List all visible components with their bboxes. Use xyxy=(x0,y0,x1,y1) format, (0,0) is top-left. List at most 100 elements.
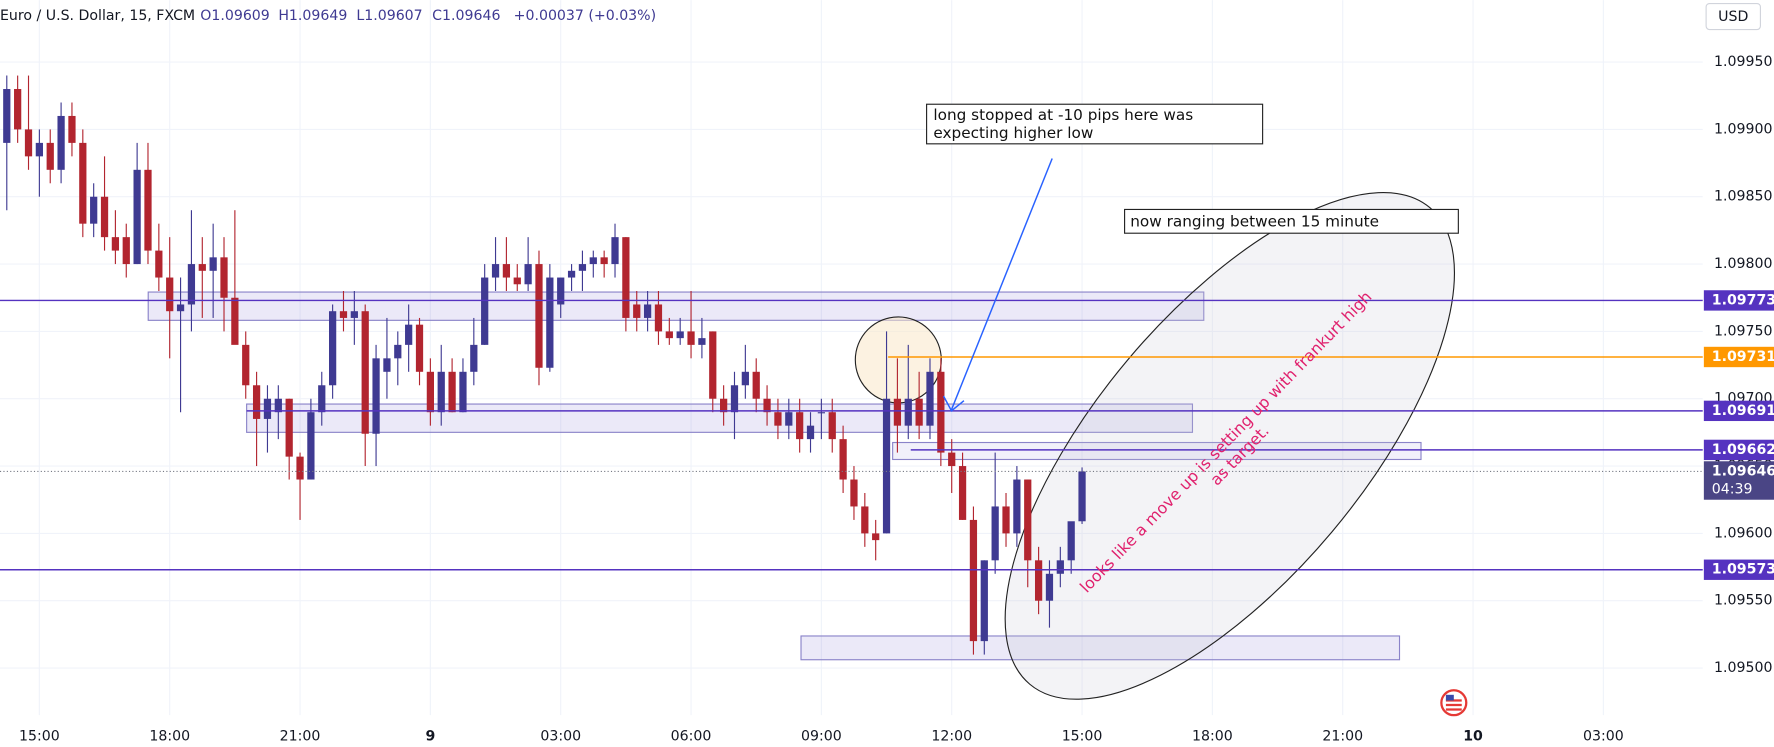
zone xyxy=(246,403,1194,433)
level-label: 1.09573 xyxy=(1712,562,1774,578)
candle-body xyxy=(709,331,717,399)
candle-body xyxy=(741,371,749,386)
candle-body xyxy=(231,297,239,345)
candle-body xyxy=(481,277,489,345)
candle-body xyxy=(600,257,608,265)
candle-body xyxy=(318,385,326,413)
note-text: now ranging between 15 minute xyxy=(1130,212,1379,230)
symbol: Euro / U.S. Dollar, 15, FXCM xyxy=(0,8,195,24)
level-label: 1.09691 xyxy=(1712,403,1774,419)
candle-body xyxy=(828,412,836,440)
candle-body xyxy=(220,257,228,298)
candle-body xyxy=(1013,479,1021,534)
level-badge xyxy=(1703,290,1774,311)
candle-body xyxy=(535,264,543,368)
candle-body xyxy=(567,270,576,278)
candle-body xyxy=(296,456,304,480)
x-tick-label: 10 xyxy=(1463,729,1483,745)
header: Euro / U.S. Dollar, 15, FXCM O1.09609 H1… xyxy=(0,8,656,24)
y-tick-label: 1.09600 xyxy=(1714,525,1772,541)
x-tick-label: 12:00 xyxy=(931,729,972,745)
y-tick-label: 1.09850 xyxy=(1714,189,1772,205)
icon-ring xyxy=(1440,689,1468,717)
candle-body xyxy=(285,398,293,457)
x-tick-label: 03:00 xyxy=(1583,729,1624,745)
candle-body xyxy=(383,358,391,372)
candle-body xyxy=(785,412,793,426)
candle-body xyxy=(46,142,54,170)
candle-body xyxy=(491,264,500,278)
candle-body xyxy=(730,385,739,413)
candle-body xyxy=(958,466,967,520)
candle-body xyxy=(24,129,33,157)
candle-body xyxy=(187,264,196,305)
ohlc-open: O1.09609 xyxy=(200,8,270,24)
y-tick-label: 1.09950 xyxy=(1714,54,1772,70)
candles xyxy=(3,75,1086,655)
currency-box xyxy=(1705,2,1761,31)
range-ellipse xyxy=(1004,192,1455,700)
x-tick-label: 9 xyxy=(425,729,435,745)
icon-stripe xyxy=(1445,703,1462,707)
candle-body xyxy=(3,89,11,143)
candle-body xyxy=(872,533,880,541)
candle-body xyxy=(372,358,380,434)
y-tick-label: 1.09500 xyxy=(1714,660,1772,676)
ohlc-high: H1.09649 xyxy=(278,8,347,24)
ohlc-close: C1.09646 xyxy=(432,8,500,24)
level-badge xyxy=(1703,346,1774,368)
candle-body xyxy=(839,439,847,480)
candle-body xyxy=(774,412,782,426)
candle-body xyxy=(198,264,206,271)
note-box xyxy=(926,103,1264,145)
candle-body xyxy=(79,142,87,224)
countdown: 04:39 xyxy=(1712,482,1753,498)
candle-body xyxy=(502,264,511,278)
candle-body xyxy=(1056,560,1064,574)
candle-body xyxy=(643,304,652,318)
candle-body xyxy=(415,324,424,372)
arrow-head xyxy=(942,395,965,412)
level-label: 1.09731 xyxy=(1712,349,1774,365)
zone xyxy=(892,441,1422,461)
level-badge xyxy=(1703,439,1774,461)
candle-body xyxy=(915,398,923,426)
candle-body xyxy=(861,506,869,534)
x-tick-label: 18:00 xyxy=(1192,729,1233,745)
candle-body xyxy=(307,412,315,480)
candle-body xyxy=(448,371,456,413)
candle-body xyxy=(763,398,771,413)
level-label: 1.09662 xyxy=(1712,442,1774,458)
candle-body xyxy=(937,371,945,453)
x-tick-label: 15:00 xyxy=(1062,729,1103,745)
level-label: 1.09773 xyxy=(1712,292,1774,308)
x-tick-label: 03:00 xyxy=(540,729,581,745)
last-price-label: 1.09646 xyxy=(1712,463,1774,479)
x-tick-label: 06:00 xyxy=(671,729,712,745)
candle-body xyxy=(926,371,934,426)
candle-body xyxy=(1034,560,1043,601)
note-text: expecting higher low xyxy=(933,124,1093,142)
candle-body xyxy=(166,277,174,312)
candle-body xyxy=(752,371,760,399)
candle-body xyxy=(437,371,445,413)
candle-body xyxy=(361,311,369,434)
candle-body xyxy=(263,398,272,419)
candle-body xyxy=(654,304,663,332)
level-badge xyxy=(1703,559,1774,580)
candle-body xyxy=(850,479,858,507)
candle-body xyxy=(459,371,467,413)
note-box xyxy=(1124,208,1459,234)
icon-stripe xyxy=(1445,708,1462,711)
x-tick-label: 09:00 xyxy=(801,729,842,745)
candle-body xyxy=(524,264,532,285)
candle-body xyxy=(1024,479,1032,561)
candle-body xyxy=(111,237,120,251)
levels xyxy=(0,299,1703,571)
note-text: long stopped at -10 pips here was xyxy=(933,106,1193,124)
candle-body xyxy=(991,506,999,561)
candle-body xyxy=(893,398,902,426)
candle-body xyxy=(14,89,22,130)
candle-body xyxy=(622,237,630,318)
